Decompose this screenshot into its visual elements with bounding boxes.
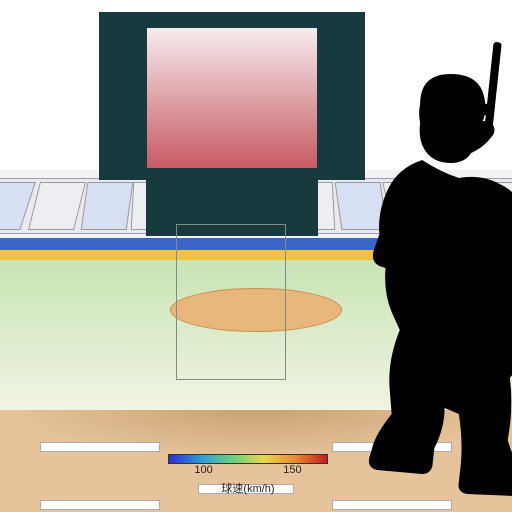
strike-zone-box: [176, 224, 286, 380]
speed-legend: 100 150 球速(km/h): [168, 454, 328, 498]
batter-silhouette: [300, 42, 512, 512]
pitch-chart-stage: 100 150 球速(km/h): [0, 0, 512, 512]
legend-tick: 150: [283, 464, 301, 476]
legend-tick: 100: [194, 464, 212, 476]
scoreboard-screen: [147, 28, 317, 168]
speed-legend-ticks: 100 150: [168, 464, 328, 478]
batter-box-line: [40, 442, 160, 452]
batter-box-line: [40, 500, 160, 510]
speed-legend-bar: [168, 454, 328, 464]
speed-legend-label: 球速(km/h): [168, 480, 328, 496]
stands-panel: [81, 182, 134, 230]
